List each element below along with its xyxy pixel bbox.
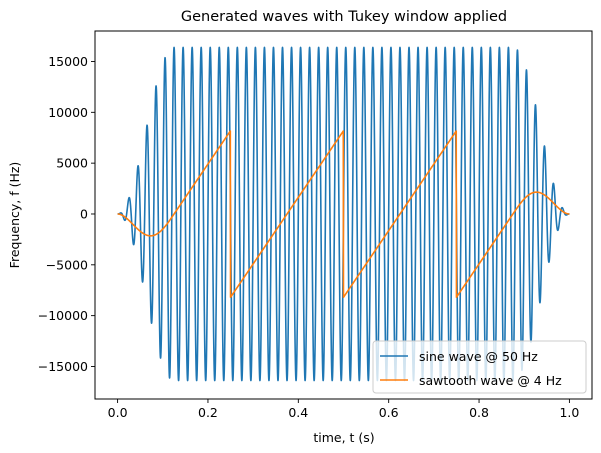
y-tick-label: −5000	[46, 257, 88, 272]
y-tick-label: −10000	[38, 308, 88, 323]
legend-box	[372, 340, 587, 394]
x-tick-label: 0.4	[288, 405, 308, 420]
chart-title: Generated waves with Tukey window applie…	[181, 9, 507, 25]
legend-label-sine: sine wave @ 50 Hz	[419, 349, 538, 364]
legend-label-sawtooth: sawtooth wave @ 4 Hz	[419, 373, 562, 388]
y-tick-label: −15000	[38, 359, 88, 374]
y-tick-label: 0	[80, 206, 88, 221]
x-tick-label: 0.2	[198, 405, 218, 420]
x-tick-label: 1.0	[559, 405, 579, 420]
y-tick-label: 15000	[48, 54, 88, 69]
legend: sine wave @ 50 Hz sawtooth wave @ 4 Hz	[372, 340, 587, 394]
y-tick-label: 10000	[48, 105, 88, 120]
x-tick-label: 0.8	[469, 405, 489, 420]
x-tick-label: 0.0	[108, 405, 128, 420]
y-axis-label: Frequency, f (Hz)	[7, 162, 22, 269]
plot-frame	[94, 30, 593, 400]
x-axis: 0.0 0.2 0.4 0.6 0.8 1.0	[108, 399, 579, 420]
y-tick-label: 5000	[56, 156, 88, 171]
series-line-sawtooth	[117, 130, 570, 299]
x-tick-label: 0.6	[379, 405, 399, 420]
x-axis-label: time, t (s)	[313, 430, 374, 445]
y-axis: −15000 −10000 −5000 0 5000 10000 15000	[38, 54, 95, 374]
